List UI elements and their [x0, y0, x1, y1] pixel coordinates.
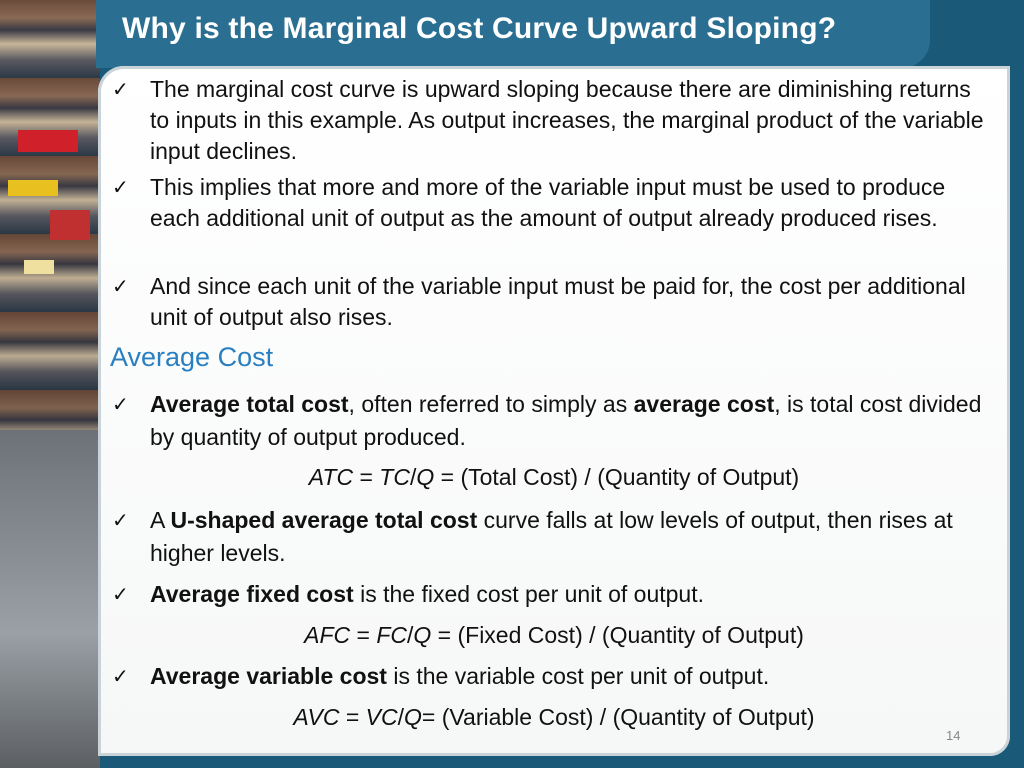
formula-var: AVC [293, 704, 340, 730]
photo-sign [8, 180, 58, 196]
street-photo-strip [0, 0, 100, 768]
bullet-text: And since each unit of the variable inpu… [150, 273, 966, 330]
formula-text: = [339, 704, 366, 730]
bullet-item: ✓ And since each unit of the variable in… [112, 271, 992, 333]
bold-term: Average total cost [150, 391, 349, 417]
text-run: is the variable cost per unit of output. [386, 663, 770, 689]
formula-atc: ATC = TC/Q = (Total Cost) / (Quantity of… [98, 464, 1010, 491]
formula-var: Q [404, 704, 422, 730]
bold-term: Average variable cost [150, 663, 387, 689]
bullet-item: ✓ Average total cost, often referred to … [112, 388, 992, 454]
text-run: , is total cost divided by quantity of o… [150, 391, 982, 450]
formula-var: Q [413, 622, 432, 648]
checkmark-icon: ✓ [112, 77, 129, 101]
content-card: ✓ The marginal cost curve is upward slop… [98, 66, 1010, 756]
checkmark-icon: ✓ [112, 175, 129, 199]
photo-sign [18, 130, 78, 152]
bullet-text: Average fixed cost is the fixed cost per… [150, 578, 992, 611]
formula-text: = (Variable Cost) / (Quantity of Output) [421, 704, 815, 730]
checkmark-icon: ✓ [112, 664, 129, 688]
checkmark-icon: ✓ [112, 392, 129, 416]
formula-var: ATC [308, 464, 354, 490]
bullet-text: A U-shaped average total cost curve fall… [150, 504, 992, 570]
formula-text: = [350, 622, 377, 648]
formula-var: VC [365, 704, 398, 730]
bullet-text: The marginal cost curve is upward slopin… [150, 76, 984, 164]
photo-street [0, 430, 100, 768]
checkmark-icon: ✓ [112, 508, 129, 532]
bullet-text: This implies that more and more of the v… [150, 174, 946, 231]
bullet-item: ✓ Average fixed cost is the fixed cost p… [112, 578, 992, 611]
bullet-item: ✓ This implies that more and more of the… [112, 172, 992, 234]
bold-term: average cost [633, 391, 775, 417]
photo-sign [24, 260, 54, 274]
slide-title: Why is the Marginal Cost Curve Upward Sl… [122, 12, 837, 45]
formula-text: = (Total Cost) / (Quantity of Output) [434, 464, 800, 490]
text-run: A [150, 507, 171, 533]
text-run: curve falls at low levels of output, the… [150, 507, 953, 566]
checkmark-icon: ✓ [112, 274, 129, 298]
checkmark-icon: ✓ [112, 582, 129, 606]
bullet-item: ✓ A U-shaped average total cost curve fa… [112, 504, 992, 570]
formula-var: TC [379, 464, 410, 490]
bullet-text: Average variable cost is the variable co… [150, 660, 992, 693]
photo-sign [50, 210, 90, 240]
bullet-text: Average total cost, often referred to si… [150, 388, 992, 454]
bold-term: Average fixed cost [150, 581, 354, 607]
title-tab [96, 0, 930, 68]
formula-text: = [353, 464, 380, 490]
formula-text: = (Fixed Cost) / (Quantity of Output) [431, 622, 804, 648]
bold-term: U-shaped average total cost [170, 507, 478, 533]
formula-avc: AVC = VC/Q= (Variable Cost) / (Quantity … [98, 704, 1010, 731]
text-run: is the fixed cost per unit of output. [353, 581, 704, 607]
text-run: , often referred to simply as [348, 391, 634, 417]
formula-text: / [397, 704, 405, 730]
formula-afc: AFC = FC/Q = (Fixed Cost) / (Quantity of… [98, 622, 1010, 649]
bullet-item: ✓ Average variable cost is the variable … [112, 660, 992, 693]
formula-var: Q [416, 464, 435, 490]
formula-text: / [409, 464, 417, 490]
formula-var: FC [376, 622, 407, 648]
formula-var: AFC [304, 622, 351, 648]
section-heading: Average Cost [110, 342, 274, 372]
bullet-item: ✓ The marginal cost curve is upward slop… [112, 74, 992, 167]
page-number: 14 [946, 728, 961, 743]
formula-text: / [407, 622, 414, 648]
